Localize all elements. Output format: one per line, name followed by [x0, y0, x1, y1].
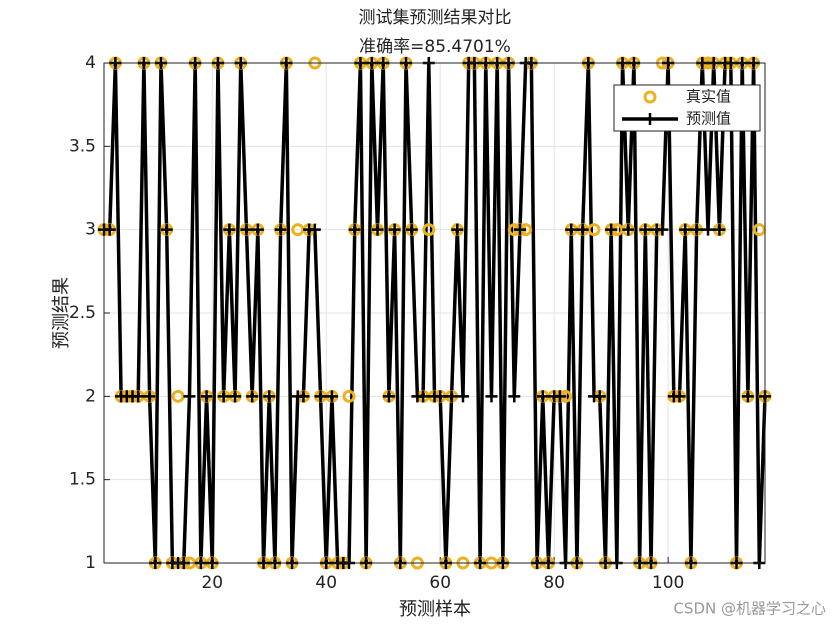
point	[405, 223, 418, 236]
x-tick-label: 60	[429, 573, 451, 593]
legend-label: 预测值	[686, 110, 731, 128]
y-tick-label: 3	[85, 220, 96, 240]
x-tick-label: 20	[201, 573, 223, 593]
point	[217, 390, 230, 403]
y-tick-label: 3.5	[69, 136, 96, 156]
point	[656, 223, 669, 236]
point	[240, 223, 253, 236]
point	[314, 390, 327, 403]
point	[673, 390, 686, 403]
point	[348, 223, 361, 236]
point	[702, 223, 715, 236]
x-axis-label: 预测样本	[399, 599, 471, 620]
point	[325, 390, 338, 403]
point	[417, 390, 430, 403]
x-tick-label: 40	[315, 573, 337, 593]
legend-marker	[644, 113, 656, 125]
point	[229, 390, 242, 403]
point	[223, 223, 236, 236]
point	[445, 390, 458, 403]
point	[513, 223, 526, 236]
point	[485, 390, 498, 403]
point	[143, 390, 156, 403]
point	[434, 390, 447, 403]
point	[576, 223, 589, 236]
point	[713, 223, 726, 236]
point	[679, 223, 692, 236]
legend-box	[613, 84, 761, 132]
watermark: CSDN @机器学习之心	[673, 600, 826, 618]
axes-box	[103, 62, 766, 564]
point	[371, 223, 384, 236]
y-tick-label: 1	[85, 553, 96, 573]
x-tick-label: 100	[652, 573, 684, 593]
y-tick-label: 2	[85, 386, 96, 406]
point	[508, 390, 521, 403]
point	[565, 223, 578, 236]
point	[741, 390, 754, 403]
point	[422, 223, 436, 237]
point	[690, 223, 703, 236]
point	[451, 223, 464, 236]
point	[251, 223, 264, 236]
point	[587, 223, 601, 237]
point	[536, 390, 549, 403]
y-axis-label: 预测结果	[51, 277, 72, 349]
point	[553, 390, 566, 403]
point	[200, 390, 213, 403]
point	[160, 223, 173, 236]
point	[274, 223, 287, 236]
point	[456, 390, 469, 403]
chart-title: 测试集预测结果对比	[359, 8, 512, 28]
point	[246, 390, 259, 403]
point	[593, 390, 606, 403]
point	[132, 390, 145, 403]
y-tick-label: 1.5	[69, 470, 96, 490]
legend-label: 真实值	[686, 88, 731, 106]
point	[103, 223, 116, 236]
point	[752, 223, 766, 237]
point	[382, 390, 395, 403]
y-tick-label: 4	[85, 53, 96, 73]
point	[297, 390, 310, 403]
point	[622, 223, 635, 236]
y-tick-label: 2.5	[69, 303, 96, 323]
point	[263, 390, 276, 403]
point	[342, 389, 356, 403]
point	[308, 223, 321, 236]
point	[183, 390, 196, 403]
point	[388, 223, 401, 236]
point	[171, 389, 185, 403]
point	[605, 223, 618, 236]
x-tick-label: 80	[543, 573, 565, 593]
point	[639, 223, 652, 236]
chart-subtitle: 准确率=85.4701%	[359, 37, 511, 57]
legend-marker	[643, 90, 657, 104]
